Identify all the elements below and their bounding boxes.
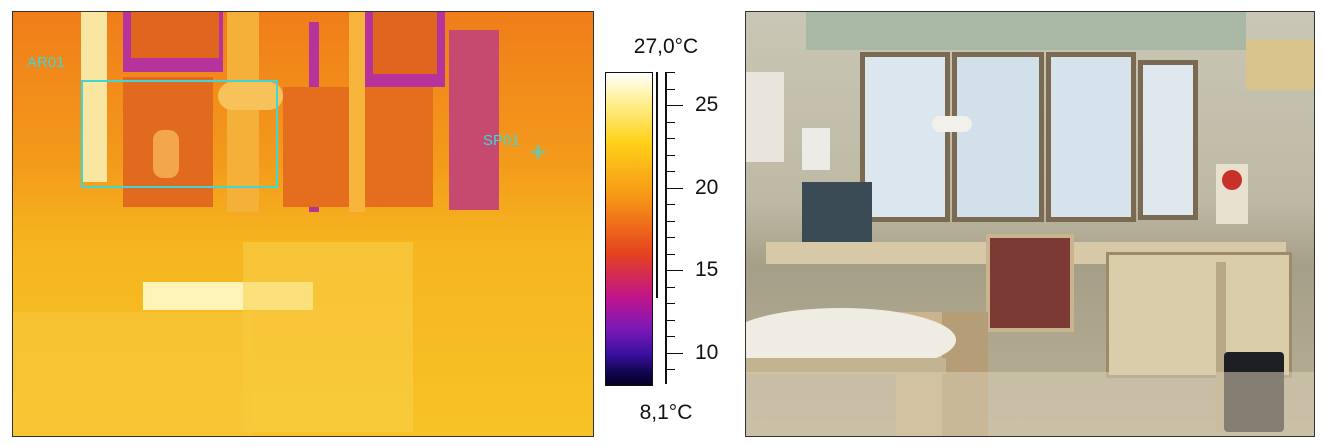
scale-tick: [667, 352, 683, 354]
scale-tick: [667, 187, 683, 189]
scale-tick-label: 10: [695, 340, 719, 364]
spot-label: SP01: [483, 132, 520, 149]
red-chair: [986, 234, 1074, 332]
window-4: [1138, 60, 1198, 220]
scale-gradient-bar: [605, 72, 653, 386]
notice-paper-2: [802, 128, 830, 170]
measurement-area-box[interactable]: [81, 80, 278, 188]
warm-column-center: [227, 12, 259, 212]
cold-window-frame: [131, 12, 219, 58]
sign-red-badge: [1222, 170, 1242, 190]
scale-tick: [667, 138, 675, 140]
warm-chairs: [243, 242, 413, 432]
scale-tick-label: 15: [695, 258, 719, 282]
cold-window-lower-right: [449, 30, 499, 210]
warm-column-left: [81, 12, 107, 182]
scale-min-label: 8,1°C: [639, 401, 693, 424]
scale-tick: [667, 204, 675, 206]
scale-tick: [667, 88, 675, 90]
visual-photo: [745, 11, 1315, 437]
scale-tick: [667, 270, 683, 272]
window-3: [1046, 52, 1136, 222]
scale-tick: [667, 105, 683, 107]
notice-paper-1: [746, 72, 784, 162]
warm-column-right: [349, 12, 365, 212]
thermal-image: AR01 SP01: [12, 11, 594, 437]
scale-tick: [667, 171, 675, 173]
scale-tick: [667, 220, 675, 222]
scale-tick: [667, 369, 675, 371]
window-1: [860, 52, 950, 222]
temperature-color-scale: 27,0°C 25 20 15 10 8,1°C: [592, 11, 740, 435]
scale-tick: [667, 154, 675, 156]
scale-tick: [667, 319, 675, 321]
scale-range-line: [656, 72, 658, 298]
scale-tick: [667, 72, 675, 73]
curtain-valance: [806, 12, 1246, 50]
scale-tick: [667, 336, 675, 338]
area-label: AR01: [27, 54, 65, 71]
warm-plant: [153, 130, 179, 178]
floor: [746, 372, 1314, 436]
wall-posters: [1246, 40, 1314, 90]
scale-tick: [667, 303, 675, 305]
scale-tick-label: 25: [695, 93, 719, 117]
window-2: [952, 52, 1044, 222]
scale-tick: [667, 286, 675, 288]
cold-window-right-frame: [373, 12, 437, 74]
scale-axis: [665, 72, 667, 384]
warm-table: [13, 312, 253, 436]
table-edge: [746, 358, 946, 374]
lamp: [932, 116, 972, 132]
scale-tick: [667, 237, 675, 239]
scale-tick: [667, 121, 675, 123]
scale-max-label: 27,0°C: [633, 35, 699, 58]
scale-tick: [667, 253, 675, 255]
warm-lamp: [218, 82, 283, 110]
desk-leg-1: [1216, 262, 1226, 432]
spot-crosshair-icon[interactable]: [531, 145, 545, 159]
scale-tick-label: 20: [695, 175, 719, 199]
